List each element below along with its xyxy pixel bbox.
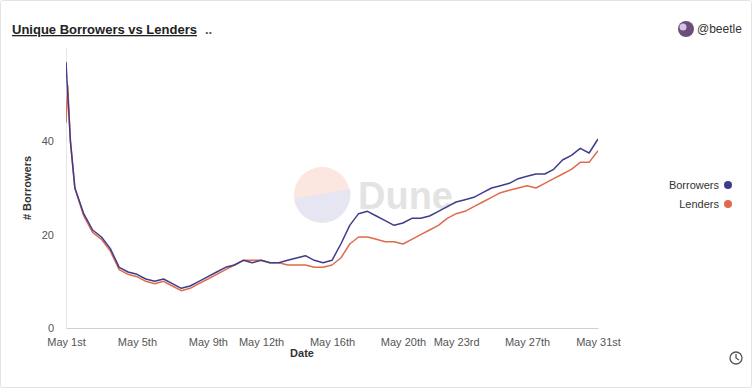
legend: Borrowers Lenders — [669, 179, 732, 210]
x-tick-label: May 9th — [189, 336, 228, 348]
x-tick-label: May 16th — [310, 336, 355, 348]
x-tick-label: May 31st — [576, 336, 621, 348]
watermark-logo — [294, 167, 350, 223]
plot-area — [66, 62, 598, 291]
x-tick: May 31st — [576, 328, 621, 348]
chart: Unique Borrowers vs Lenders..@beetleDune… — [0, 0, 752, 388]
author: @beetle — [697, 22, 742, 36]
legend-swatch — [724, 200, 732, 208]
x-tick: May 16th — [310, 328, 355, 348]
legend-label: Lenders — [679, 198, 719, 210]
series-line — [66, 62, 598, 288]
x-tick-label: May 5th — [118, 336, 157, 348]
y-tick: 40 — [42, 135, 66, 147]
title: Unique Borrowers vs Lenders — [12, 22, 197, 37]
y-axis-title: # Borrowers — [21, 156, 33, 220]
card — [1, 1, 752, 388]
y-axis: 0 20 40 — [42, 49, 67, 335]
x-tick: May 27th — [505, 328, 550, 348]
x-tick-label: May 27th — [505, 336, 550, 348]
avatar-detail — [680, 24, 687, 31]
x-tick: May 23rd — [434, 328, 480, 348]
x-axis-line — [67, 328, 599, 329]
clock-hands — [736, 354, 739, 360]
x-axis-title: Date — [290, 347, 314, 359]
y-tick-label: 40 — [42, 135, 54, 147]
x-tick-label: May 12th — [239, 336, 284, 348]
x-tick: May 5th — [118, 328, 157, 348]
y-tick: 20 — [42, 229, 66, 241]
y-tick: 0 — [48, 322, 66, 334]
clock-icon — [730, 352, 742, 364]
x-tick-label: May 20th — [381, 336, 426, 348]
x-tick: May 20th — [381, 328, 426, 348]
x-tick: May 9th — [189, 328, 228, 348]
x-tick-label: May 1st — [47, 336, 86, 348]
x-axis: May 1st May 5th May 9th May 12th May 16th May… — [47, 328, 621, 348]
x-tick: May 12th — [239, 328, 284, 348]
title-menu: .. — [205, 22, 212, 37]
clock-face — [730, 352, 742, 364]
x-tick-label: May 23rd — [434, 336, 480, 348]
y-tick-label: 20 — [42, 229, 54, 241]
avatar — [678, 21, 694, 37]
legend-swatch — [724, 181, 732, 189]
legend-label: Borrowers — [669, 179, 720, 191]
y-tick-label: 0 — [48, 322, 54, 334]
watermark-logo-part — [294, 189, 350, 222]
